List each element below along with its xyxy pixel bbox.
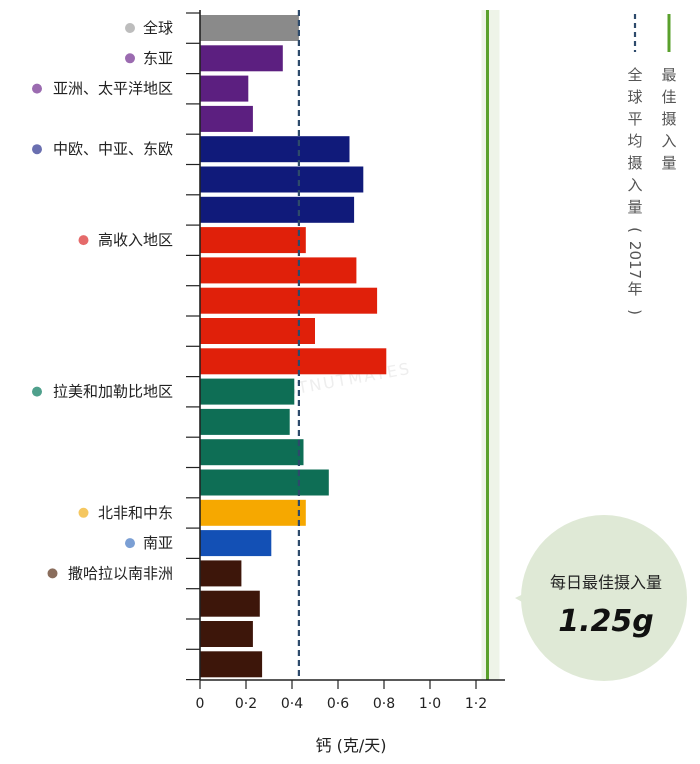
bar-3-1 — [200, 166, 364, 193]
bar-8-1 — [200, 590, 260, 617]
region-dot — [32, 144, 42, 155]
bar-4-1 — [200, 257, 357, 284]
bar-2-1 — [200, 105, 253, 132]
region-label: 高收入地区 — [98, 231, 173, 249]
region-label: 东亚 — [143, 49, 173, 67]
optimal-intake-band — [481, 10, 500, 680]
region-labels-layer: 全球东亚亚洲、太平洋地区中欧、中亚、东欧高收入地区拉美和加勒比地区北非和中东南亚… — [32, 19, 173, 582]
bar-4-2 — [200, 287, 378, 314]
region-label: 北非和中东 — [98, 504, 173, 522]
region-label: 拉美和加勒比地区 — [53, 383, 173, 401]
legend-average-label-char: ( — [626, 227, 644, 233]
legend-optimal-label-char: 摄 — [661, 110, 676, 128]
bar-8-0 — [200, 560, 242, 587]
legend-average-label-char: 量 — [627, 198, 642, 216]
region-dot — [125, 23, 135, 33]
legend-average-label-char: 2017 — [626, 241, 644, 279]
legend-average-label-char: 入 — [627, 176, 642, 194]
legend-average-label-char: ) — [626, 309, 644, 315]
bar-5-3 — [200, 469, 329, 496]
legend-average-label-char: 平 — [627, 110, 642, 128]
region-label: 全球 — [143, 19, 173, 37]
region-dot — [125, 538, 135, 549]
x-tick-label: 0·2 — [235, 696, 257, 712]
background-layer: CHESTNUTMATES — [246, 10, 500, 680]
bar-5-1 — [200, 408, 290, 435]
x-tick-label: 1·2 — [465, 696, 487, 712]
bar-0-0 — [200, 15, 299, 41]
annotation-bubble-layer: 每日最佳摄入量 1.25g — [515, 515, 687, 681]
bubble-value: 1.25g — [558, 604, 654, 639]
region-label: 中欧、中亚、东欧 — [53, 140, 173, 158]
legend-average-label-char: 球 — [627, 88, 642, 106]
bar-5-0 — [200, 378, 295, 405]
bar-8-2 — [200, 621, 253, 647]
legend-optimal-label: 最佳摄入量 — [661, 66, 676, 172]
x-tick-label: 0·6 — [327, 696, 349, 712]
region-dot — [78, 235, 89, 246]
bar-7-0 — [200, 530, 272, 557]
axis-layer: 0 0·2 0·4 0·6 0·8 1·0 1·2 钙 (克/天) — [186, 10, 505, 755]
region-dot — [32, 83, 42, 94]
bar-4-0 — [200, 227, 306, 254]
bar-4-4 — [200, 348, 387, 375]
region-dot — [125, 53, 135, 64]
region-dot — [78, 507, 89, 518]
bars-layer — [200, 10, 387, 680]
legend-average-label-char: 摄 — [627, 154, 642, 172]
bar-3-0 — [200, 136, 350, 163]
bar-4-3 — [200, 318, 315, 344]
x-tick-label: 1·0 — [419, 696, 441, 712]
bar-3-2 — [200, 196, 355, 223]
legend-average-label-char: 全 — [627, 66, 642, 84]
bubble-circle — [521, 515, 687, 681]
x-tick-label: 0·8 — [373, 696, 395, 712]
region-label: 撒哈拉以南非洲 — [68, 564, 173, 582]
legend-optimal-label-char: 入 — [661, 132, 676, 150]
legend-optimal-label-char: 佳 — [661, 88, 676, 106]
x-axis-title: 钙 (克/天) — [316, 736, 387, 755]
bar-1-0 — [200, 45, 283, 72]
legend-average-label-char: 均 — [627, 132, 642, 150]
legend-average-label-char: 年 — [627, 280, 642, 298]
x-tick-label: 0 — [196, 696, 205, 712]
x-tick-label: 0·4 — [281, 696, 303, 712]
legend-optimal-label-char: 量 — [661, 154, 676, 172]
region-dot — [47, 568, 58, 579]
legend-optimal-label-char: 最 — [661, 66, 676, 84]
bubble-title: 每日最佳摄入量 — [550, 573, 662, 592]
bar-5-2 — [200, 439, 304, 466]
bar-2-0 — [200, 75, 249, 102]
region-label: 亚洲、太平洋地区 — [53, 80, 173, 98]
region-label: 南亚 — [143, 534, 173, 552]
bar-8-3 — [200, 651, 263, 678]
bar-6-0 — [200, 499, 306, 526]
region-dot — [32, 386, 42, 397]
